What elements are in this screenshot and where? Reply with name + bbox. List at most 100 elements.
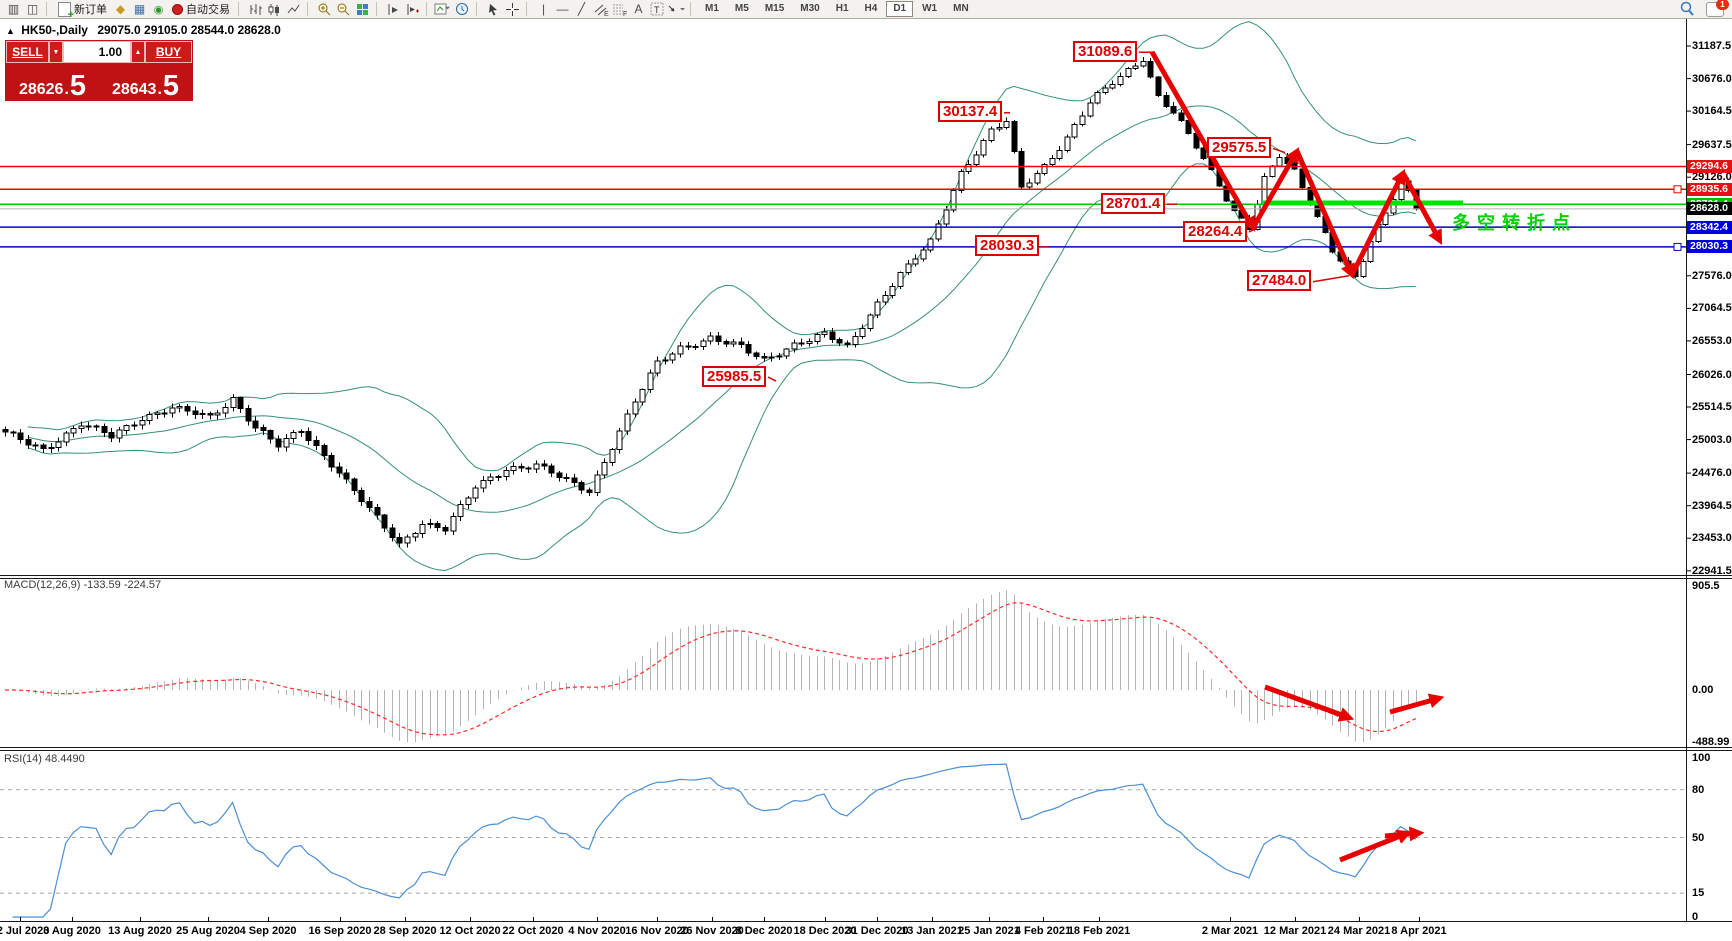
trend-arrow[interactable] [1264,684,1355,722]
trend-arrow[interactable] [1149,50,1256,232]
price-annotation[interactable]: 25985.5 [702,365,767,387]
tile-windows-icon[interactable] [353,1,372,17]
equidistant-channel-icon[interactable]: E [591,1,610,17]
timeframe-M5[interactable]: M5 [734,3,749,14]
macd-layer [5,590,1417,743]
date-label: 16 Nov 2020 [625,925,689,937]
price-tick-label: 25514.5 [1692,401,1732,413]
toolbar-separator [526,2,531,16]
show-trade-levels-icon[interactable] [384,1,403,17]
price-badge-28628: 28628.0 [1687,202,1732,216]
line-chart-icon[interactable] [284,1,303,17]
trend-arrow[interactable] [1349,168,1406,277]
line-handle[interactable] [1673,242,1682,251]
trend-arrow[interactable] [1389,693,1445,715]
templates-icon[interactable] [403,1,422,17]
rsi-line [12,763,1417,918]
rsi-tick-label: 80 [1692,783,1705,796]
trend-arrow-layer[interactable] [1149,50,1445,863]
turning-point-note[interactable]: 多空转折点 [1452,213,1577,233]
new-order-button[interactable]: 新订单 [54,1,111,21]
volume-input[interactable] [63,41,131,63]
trend-arrow[interactable] [1294,149,1355,280]
buy-price-frac: 5 [162,70,180,102]
horizontal-line-icon[interactable]: — [556,2,569,16]
timeframe-W1[interactable]: W1 [922,3,938,14]
signals-icon[interactable]: ◉ [153,3,164,16]
candlestick-icon[interactable] [265,1,284,17]
new-order-icon [58,1,74,21]
symbol-ohlc: 29075.0 29105.0 28544.0 28628.0 [97,23,281,37]
price-annotation[interactable]: 28030.3 [975,235,1040,257]
sell-price[interactable]: 28626 . 5 [6,63,99,101]
collapse-icon[interactable]: ▲ [6,26,15,36]
price-tick-label: 23453.0 [1692,532,1732,545]
trendline-icon[interactable]: ╱ [577,2,586,16]
price-tick-label: 29637.5 [1692,138,1732,151]
label-tool-icon[interactable]: T [648,1,667,17]
price-annotation[interactable]: 28701.4 [1101,192,1166,214]
bar-chart-icon[interactable] [246,1,265,17]
zoom-in-icon[interactable] [315,1,334,17]
date-label: 22 Oct 2020 [502,925,564,937]
date-label: 8 Dec 2020 [735,925,793,937]
timeframe-D1[interactable]: D1 [886,1,914,17]
date-label: 25 Aug 2020 [176,925,240,937]
volume-increase-button[interactable]: ▲ [131,41,145,63]
buy-button[interactable]: BUY [145,41,192,63]
sell-button[interactable]: SELL [6,41,49,63]
gold-chart-icon[interactable]: ◆ [115,2,126,16]
candlestick-layer[interactable] [2,57,1420,548]
toolbar-separator [376,2,381,16]
fibonacci-icon[interactable]: F [610,1,629,17]
cursor-icon[interactable] [484,1,503,17]
shapes-arrows-icon[interactable] [667,1,686,17]
chart-window-icon[interactable]: ▥ [7,2,20,16]
text-tool-icon[interactable]: A [634,2,643,16]
timeframe-M15[interactable]: M15 [764,3,785,14]
zoom-out-icon[interactable] [334,1,353,17]
price-tick-label: 23964.5 [1692,499,1732,512]
one-click-trading-panel: SELL ▼ ▲ BUY 28626 . 5 28643 . 5 [5,40,193,101]
bollinger-band [27,163,1416,572]
volume-decrease-button[interactable]: ▼ [49,41,63,63]
price-annotation[interactable]: 29575.5 [1207,137,1272,159]
price-tick-label: 30676.0 [1692,72,1732,85]
price-tick-label: 25003.0 [1692,433,1732,446]
timeframe-M1[interactable]: M1 [705,3,719,14]
line-handle[interactable] [1673,185,1682,194]
period-clock-icon[interactable] [453,1,472,17]
print-preview-icon[interactable]: ◫ [26,2,39,16]
price-annotation[interactable]: 31089.6 [1073,40,1138,62]
search-icon[interactable] [1677,1,1696,17]
date-label: 16 Sep 2020 [308,925,372,937]
timeframe-group: M1 M5 M15 M30 H1 H4 D1 W1 MN [698,1,976,17]
terminal-icon[interactable]: ▦ [133,2,146,16]
new-chart-icon[interactable] [434,1,453,17]
notifications-icon[interactable]: 1 [1706,0,1729,17]
timeframe-H4[interactable]: H4 [864,3,878,14]
price-badge-28342.4: 28342.4 [1687,220,1732,234]
date-label: 12 Oct 2020 [439,925,501,937]
price-annotation[interactable]: 27484.0 [1247,270,1312,292]
crosshair-icon[interactable] [503,1,522,17]
timeframe-MN[interactable]: MN [953,3,969,14]
price-annotation[interactable]: 28264.4 [1183,220,1248,242]
autotrade-button[interactable]: 自动交易 [168,1,234,17]
toolbar-separator [238,2,243,16]
buy-price-int: 28643 [111,81,157,98]
symbol-title: HK50-,Daily [21,23,88,37]
price-annotation[interactable]: 30137.4 [938,101,1003,123]
trend-arrow[interactable] [1384,826,1425,842]
rsi-tick-label: 100 [1692,752,1711,764]
rsi-tick-label: 50 [1692,831,1705,844]
timeframe-M30[interactable]: M30 [800,3,820,14]
rsi-label: RSI(14) 48.4490 [4,753,85,765]
vertical-line-icon[interactable]: | [541,2,546,16]
timeframe-H1[interactable]: H1 [835,3,849,14]
buy-price[interactable]: 28643 . 5 [99,63,192,102]
trend-arrow[interactable] [1400,171,1443,245]
price-tick-label: 27576.0 [1692,269,1732,282]
trend-arrow[interactable] [1250,147,1300,230]
